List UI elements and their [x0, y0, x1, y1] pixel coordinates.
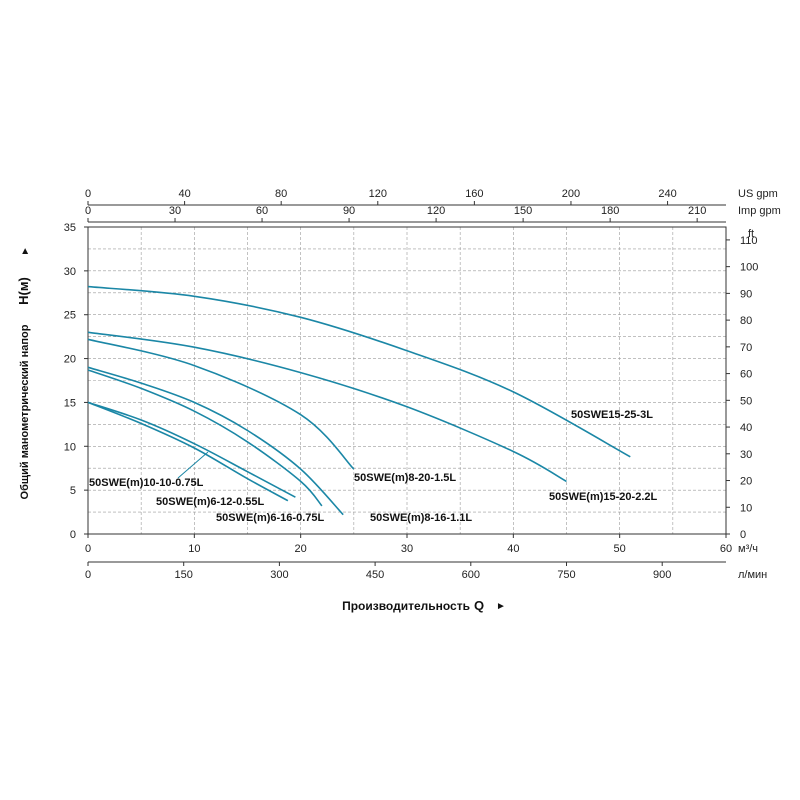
y-tick-label: 15 [64, 397, 76, 409]
secondary-tick-label: 600 [462, 569, 480, 581]
secondary-tick-label: 210 [688, 205, 706, 217]
secondary-tick-label: 80 [275, 188, 287, 200]
axes: 0 10 20 30 40 50 60 м³/ч 0 5 10 15 20 25 30 35 0 40 80 120 1… [64, 188, 781, 581]
right-tick-label: 110 [740, 235, 758, 247]
y-axis-arrow: ► [20, 246, 31, 256]
label-leader-line [177, 451, 209, 479]
secondary-tick-label: 180 [601, 205, 619, 217]
y-tick-label: 5 [70, 485, 76, 497]
secondary-tick-label: 120 [427, 205, 445, 217]
right-unit-label: ft [748, 228, 754, 240]
right-tick-label: 80 [740, 315, 752, 327]
curve-50swe-m-15-20-2-2l [87, 331, 567, 483]
curve-labels: 50SWE15-25-3L 50SWE(m)15-20-2.2L 50SWE(m)8… [89, 409, 657, 524]
secondary-tick-label: 300 [270, 569, 288, 581]
y-tick-label: 35 [64, 222, 76, 234]
right-tick-label: 50 [740, 395, 752, 407]
curve-50swe-m-8-16-1-1l [87, 366, 344, 516]
secondary-unit-label: Imp gpm [738, 205, 781, 217]
secondary-tick-label: 120 [369, 188, 387, 200]
x-tick-label: 50 [614, 543, 626, 555]
secondary-tick-label: 40 [178, 188, 190, 200]
y-axis-title: Общий манометрический напор [19, 324, 31, 499]
secondary-tick-label: 150 [175, 569, 193, 581]
right-tick-label: 40 [740, 422, 752, 434]
secondary-unit-label: л/мин [738, 569, 767, 581]
y-tick-label: 10 [64, 441, 76, 453]
y-tick-label: 0 [70, 529, 76, 541]
right-tick-label: 70 [740, 342, 752, 354]
right-tick-label: 0 [740, 529, 746, 541]
x-axis-arrow: ► [496, 601, 506, 612]
grid [88, 227, 726, 534]
secondary-tick-label: 90 [343, 205, 355, 217]
x-tick-label: 10 [188, 543, 200, 555]
secondary-tick-label: 60 [256, 205, 268, 217]
x-tick-label: 60 [720, 543, 732, 555]
curve-label: 50SWE(m)6-16-0.75L [216, 512, 324, 524]
performance-curves [87, 285, 631, 516]
curve-label: 50SWE(m)10-10-0.75L [89, 477, 204, 489]
x-tick-label: 20 [295, 543, 307, 555]
right-tick-label: 20 [740, 476, 752, 488]
curve-label: 50SWE(m)15-20-2.2L [549, 491, 657, 503]
secondary-tick-label: 160 [465, 188, 483, 200]
secondary-tick-label: 900 [653, 569, 671, 581]
x-unit-label: м³/ч [738, 543, 758, 555]
y-tick-label: 20 [64, 354, 76, 366]
curve-label: 50SWE(m)6-12-0.55L [156, 496, 264, 508]
curve-50swe-m-6-12-0-55l [87, 401, 296, 498]
secondary-tick-label: 200 [562, 188, 580, 200]
secondary-tick-label: 750 [557, 569, 575, 581]
secondary-tick-label: 0 [85, 188, 91, 200]
x-tick-label: 0 [85, 543, 91, 555]
x-axis-symbol: Q [474, 598, 484, 613]
right-tick-label: 10 [740, 502, 752, 514]
secondary-tick-label: 0 [85, 569, 91, 581]
secondary-unit-label: US gpm [738, 188, 778, 200]
secondary-tick-label: 240 [658, 188, 676, 200]
right-tick-label: 90 [740, 288, 752, 300]
right-tick-label: 60 [740, 369, 752, 381]
x-axis-title: Производительность [342, 599, 470, 613]
y-tick-label: 25 [64, 310, 76, 322]
right-tick-label: 30 [740, 449, 752, 461]
curve-label: 50SWE15-25-3L [571, 409, 653, 421]
right-tick-label: 100 [740, 262, 758, 274]
y-tick-label: 30 [64, 266, 76, 278]
curve-label: 50SWE(m)8-20-1.5L [354, 472, 456, 484]
secondary-tick-label: 150 [514, 205, 532, 217]
curve-50swe-m-6-16-0-75l [87, 369, 323, 507]
secondary-tick-label: 30 [169, 205, 181, 217]
curve-50swe15-25-3l [87, 285, 631, 458]
x-tick-label: 40 [507, 543, 519, 555]
curve-50swe-m-10-10-0-75l [87, 401, 289, 502]
y-axis-symbol: H(м) [16, 277, 31, 305]
secondary-tick-label: 450 [366, 569, 384, 581]
curve-50swe-m-8-20-1-5l [87, 338, 355, 470]
x-tick-label: 30 [401, 543, 413, 555]
curve-label: 50SWE(m)8-16-1.1L [370, 512, 472, 524]
secondary-tick-label: 0 [85, 205, 91, 217]
